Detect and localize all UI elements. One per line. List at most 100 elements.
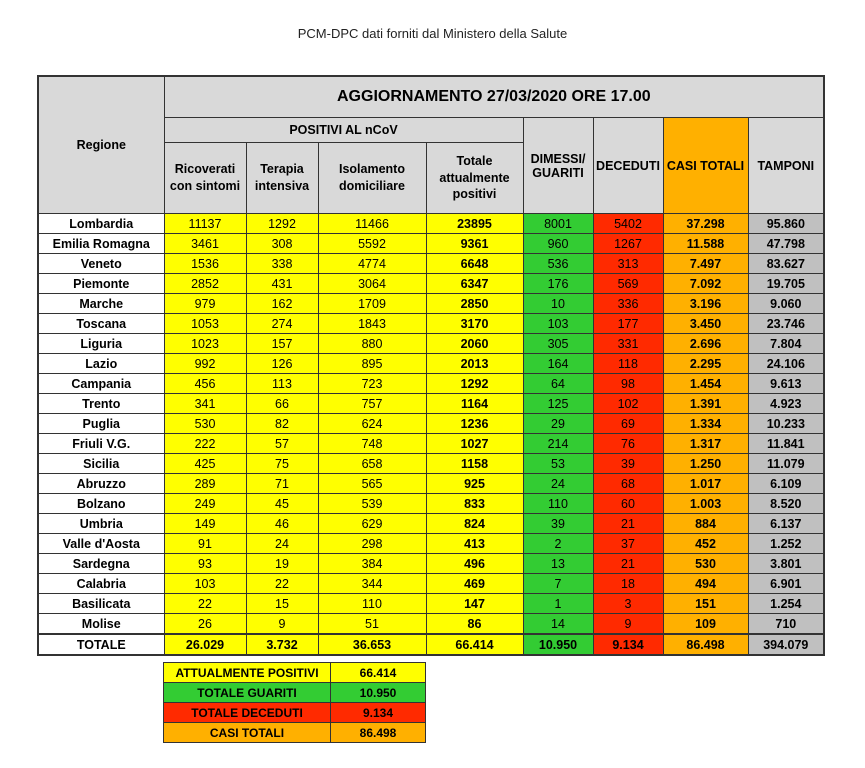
cell: 3170 <box>425 313 524 334</box>
summary-row: TOTALE GUARITI 10.950 <box>163 682 426 703</box>
total-cell: 10.950 <box>522 633 594 656</box>
cell: 11.841 <box>747 433 825 454</box>
table-row: Veneto 1536 338 4774 6648 536 313 7.497 83.627 <box>37 253 825 274</box>
cell: 24 <box>245 533 319 554</box>
cell: 338 <box>245 253 319 274</box>
cell: 21 <box>592 553 664 574</box>
region-name: Friuli V.G. <box>37 433 165 454</box>
column-header: DIMESSI/ GUARITI <box>522 117 594 214</box>
summary-value: 10.950 <box>330 682 426 703</box>
region-header: Regione <box>37 75 165 214</box>
cell: 2 <box>522 533 594 554</box>
cell: 176 <box>522 273 594 294</box>
cell: 880 <box>317 333 427 354</box>
cell: 1267 <box>592 233 664 254</box>
summary-table: ATTUALMENTE POSITIVI 66.414 TOTALE GUARITI… <box>163 662 426 743</box>
total-row: TOTALE 26.029 3.732 36.653 66.414 10.950 9.134… <box>37 633 825 656</box>
cell: 126 <box>245 353 319 374</box>
cell: 1.334 <box>662 413 749 434</box>
cell: 95.860 <box>747 213 825 234</box>
column-header: Isolamento domiciliare <box>317 142 427 214</box>
table-row: Friuli V.G. 222 57 748 1027 214 76 1.317 11.841 <box>37 433 825 454</box>
cell: 2850 <box>425 293 524 314</box>
column-header: TAMPONI <box>747 117 825 214</box>
cell: 658 <box>317 453 427 474</box>
cell: 125 <box>522 393 594 414</box>
cell: 24.106 <box>747 353 825 374</box>
cell: 1292 <box>245 213 319 234</box>
cell: 76 <box>592 433 664 454</box>
cell: 1023 <box>163 333 247 354</box>
cell: 7.497 <box>662 253 749 274</box>
cell: 624 <box>317 413 427 434</box>
region-name: Lazio <box>37 353 165 374</box>
source-note: PCM-DPC dati forniti dal Ministero della… <box>297 26 568 41</box>
region-name: Sardegna <box>37 553 165 574</box>
cell: 110 <box>522 493 594 514</box>
cell: 6648 <box>425 253 524 274</box>
cell: 979 <box>163 293 247 314</box>
region-name: Abruzzo <box>37 473 165 494</box>
cell: 53 <box>522 453 594 474</box>
cell: 7.804 <box>747 333 825 354</box>
cell: 1292 <box>425 373 524 394</box>
cell: 496 <box>425 553 524 574</box>
cell: 710 <box>747 613 825 635</box>
cell: 3.196 <box>662 293 749 314</box>
cell: 149 <box>163 513 247 534</box>
cell: 93 <box>163 553 247 574</box>
summary-row: ATTUALMENTE POSITIVI 66.414 <box>163 662 426 683</box>
cell: 24 <box>522 473 594 494</box>
cell: 1.454 <box>662 373 749 394</box>
table-row: Umbria 149 46 629 824 39 21 884 6.137 <box>37 513 825 534</box>
cell: 10 <box>522 293 594 314</box>
cell: 103 <box>163 573 247 594</box>
cell: 629 <box>317 513 427 534</box>
region-name: Puglia <box>37 413 165 434</box>
cell: 13 <box>522 553 594 574</box>
cell: 11137 <box>163 213 247 234</box>
cell: 8001 <box>522 213 594 234</box>
cell: 1709 <box>317 293 427 314</box>
cell: 298 <box>317 533 427 554</box>
cell: 11.588 <box>662 233 749 254</box>
table-row: Calabria 103 22 344 469 7 18 494 6.901 <box>37 573 825 594</box>
cell: 824 <box>425 513 524 534</box>
cell: 3.801 <box>747 553 825 574</box>
cell: 18 <box>592 573 664 594</box>
cell: 109 <box>662 613 749 635</box>
cell: 39 <box>522 513 594 534</box>
table-row: Abruzzo 289 71 565 925 24 68 1.017 6.109 <box>37 473 825 494</box>
cell: 6.901 <box>747 573 825 594</box>
cell: 157 <box>245 333 319 354</box>
column-header: Ricoverati con sintomi <box>163 142 247 214</box>
cell: 895 <box>317 353 427 374</box>
cell: 1158 <box>425 453 524 474</box>
cell: 64 <box>522 373 594 394</box>
cell: 413 <box>425 533 524 554</box>
summary-row: TOTALE DECEDUTI 9.134 <box>163 702 426 723</box>
cell: 9.613 <box>747 373 825 394</box>
cell: 22 <box>245 573 319 594</box>
cell: 2852 <box>163 273 247 294</box>
table-row: Basilicata 22 15 110 147 1 3 151 1.254 <box>37 593 825 614</box>
summary-body: ATTUALMENTE POSITIVI 66.414 TOTALE GUARITI… <box>163 662 426 743</box>
cell: 1.250 <box>662 453 749 474</box>
cell: 274 <box>245 313 319 334</box>
cell: 11.079 <box>747 453 825 474</box>
cell: 37.298 <box>662 213 749 234</box>
cell: 26 <box>163 613 247 635</box>
group-header: POSITIVI AL nCoV <box>163 117 524 143</box>
cell: 992 <box>163 353 247 374</box>
cell: 1.252 <box>747 533 825 554</box>
cell: 6.109 <box>747 473 825 494</box>
cell: 3461 <box>163 233 247 254</box>
total-cell: TOTALE <box>37 633 165 656</box>
cell: 289 <box>163 473 247 494</box>
cell: 2013 <box>425 353 524 374</box>
cell: 118 <box>592 353 664 374</box>
column-header: Totale attualmente positivi <box>425 142 524 214</box>
table-row: Toscana 1053 274 1843 3170 103 177 3.450 23.746 <box>37 313 825 334</box>
cell: 68 <box>592 473 664 494</box>
cell: 2.295 <box>662 353 749 374</box>
